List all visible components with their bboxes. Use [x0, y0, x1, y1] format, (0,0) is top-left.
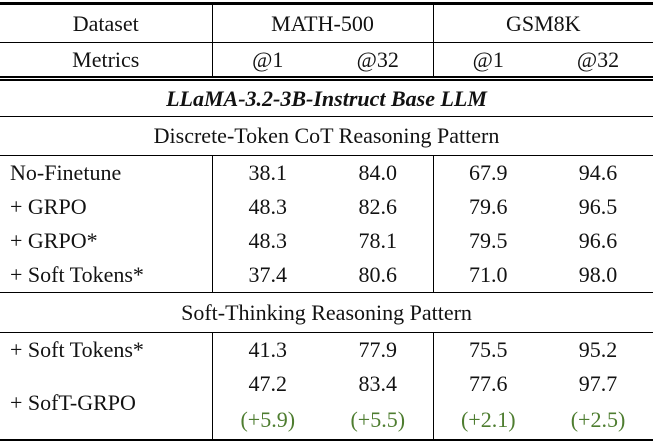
- gsm8k-at1-value: 79.6: [432, 190, 544, 224]
- math500-at1-value: 38.1: [211, 155, 323, 190]
- row-label-soft-grpo: + SofT-GRPO: [10, 390, 136, 415]
- math500-at1-value: 48.3: [211, 190, 323, 224]
- math500-at32-header: @32: [323, 42, 434, 81]
- gsm8k-at1-value: 77.6: [432, 367, 544, 400]
- math500-at1-header: @1: [211, 42, 323, 81]
- gsm8k-at32-header: @32: [543, 42, 653, 81]
- soft-thinking-section-row: Soft-Thinking Reasoning Pattern: [0, 292, 653, 333]
- gsm8k-at32-value: 96.5: [578, 194, 618, 219]
- soft-thinking-section-title: Soft-Thinking Reasoning Pattern: [0, 292, 653, 333]
- metrics-header-row: Metrics @1 @32 @1 @32: [0, 42, 653, 81]
- gsm8k-at32-value: 96.6: [578, 228, 618, 253]
- gsm8k-at1-delta: (+2.1): [432, 400, 544, 441]
- row-label: No-Finetune: [10, 160, 122, 185]
- math500-at1-value: 48.3: [211, 224, 323, 258]
- discrete-section-row: Discrete-Token CoT Reasoning Pattern: [0, 116, 653, 156]
- math500-group-header: MATH-500: [211, 3, 434, 43]
- base-llm-section-row: LLaMA-3.2-3B-Instruct Base LLM: [0, 78, 653, 117]
- math500-at32-value: 78.1: [358, 228, 398, 253]
- base-llm-section-title: LLaMA-3.2-3B-Instruct Base LLM: [0, 78, 653, 117]
- gsm8k-at32-value: 97.7: [578, 370, 618, 396]
- math500-at1-value: 47.2: [211, 367, 323, 400]
- table-row-grpo: + GRPO 48.3 82.6 79.6 96.5: [0, 190, 653, 224]
- discrete-section-title: Discrete-Token CoT Reasoning Pattern: [0, 116, 653, 156]
- gsm8k-group-header: GSM8K: [432, 3, 653, 43]
- gsm8k-at1-value: 67.9: [432, 155, 544, 190]
- math500-at1-delta: (+5.9): [211, 400, 323, 441]
- math500-at32-value: 83.4: [358, 370, 398, 396]
- gsm8k-at1-value: 79.5: [432, 224, 544, 258]
- gsm8k-at1-value: 71.0: [432, 258, 544, 293]
- table-row-no-finetune: No-Finetune 38.1 84.0 67.9 94.6: [0, 155, 653, 190]
- table-row-soft-grpo-values: + SofT-GRPO 47.2 83.4 77.6 97.7: [0, 367, 653, 413]
- gsm8k-at32-value: 98.0: [543, 258, 653, 293]
- gsm8k-at1-header: @1: [432, 42, 544, 81]
- table-row-soft-grpo-deltas: (+5.9) (+5.5) (+2.1) (+2.5): [0, 400, 653, 441]
- metrics-header-cell: Metrics: [0, 42, 212, 81]
- dataset-header-row: Dataset MATH-500 GSM8K: [0, 3, 653, 43]
- gsm8k-at1-value: 75.5: [432, 332, 544, 367]
- gsm8k-at32-value: 94.6: [578, 160, 618, 185]
- row-label: + GRPO: [10, 194, 87, 219]
- math500-at32-delta: (+5.5): [350, 406, 406, 432]
- row-label: + Soft Tokens*: [0, 258, 212, 293]
- math500-at32-value: 77.9: [358, 337, 398, 362]
- table-row-grpo-star: + GRPO* 48.3 78.1 79.5 96.6: [0, 224, 653, 258]
- math500-at32-value: 82.6: [358, 194, 398, 219]
- dataset-header-cell: Dataset: [0, 3, 212, 43]
- row-label: + Soft Tokens*: [10, 337, 144, 362]
- math500-at1-value: 41.3: [211, 332, 323, 367]
- math500-at32-value: 80.6: [323, 258, 434, 293]
- gsm8k-at32-value: 95.2: [578, 337, 618, 362]
- gsm8k-at32-delta: (+2.5): [570, 406, 626, 432]
- table-row-soft-tokens-soft: + Soft Tokens* 41.3 77.9 75.5 95.2: [0, 332, 653, 367]
- math500-at32-value: 84.0: [358, 160, 398, 185]
- row-label: + GRPO*: [10, 228, 98, 253]
- math500-at1-value: 37.4: [211, 258, 323, 293]
- table-row-soft-tokens-discrete: + Soft Tokens* 37.4 80.6 71.0 98.0: [0, 258, 653, 293]
